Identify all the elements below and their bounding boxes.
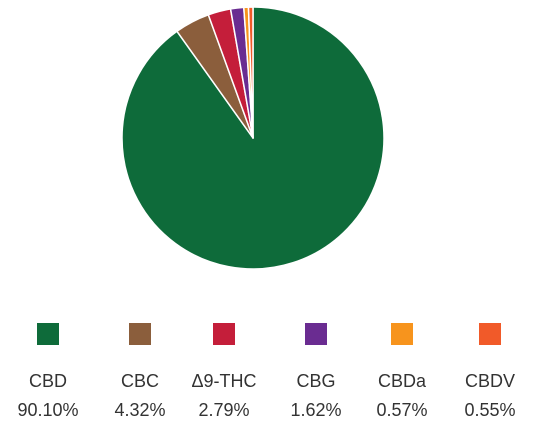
legend-label-d9thc: Δ9-THC: [191, 371, 257, 391]
legend-item-cbg: CBG 1.62%: [271, 318, 361, 421]
legend-swatch-cbd: [37, 323, 59, 345]
legend-item-d9thc: Δ9-THC 2.79%: [179, 318, 269, 421]
legend-value-d9thc: 2.79%: [198, 400, 250, 420]
legend-swatch-cbc: [129, 323, 151, 345]
legend-value-cbda: 0.57%: [376, 400, 428, 420]
legend-item-cbc: CBC 4.32%: [95, 318, 185, 421]
legend-label-cbdv: CBDV: [464, 371, 515, 391]
legend-label-cbda: CBDa: [377, 371, 426, 391]
legend-swatch-cbda: [391, 323, 413, 345]
legend-label-cbd: CBD: [28, 371, 67, 391]
pie-slice-cbdv: [247, 6, 254, 139]
pie-chart: [121, 6, 385, 270]
legend-value-cbg: 1.62%: [290, 400, 342, 420]
legend-label-cbg: CBG: [296, 371, 336, 391]
legend-swatch-cbg: [305, 323, 327, 345]
legend-item-cbd: CBD 90.10%: [3, 318, 93, 421]
legend: CBD 90.10% CBC 4.32% Δ9-THC 2.79% CBG 1.…: [0, 318, 533, 427]
legend-value-cbdv: 0.55%: [464, 400, 516, 420]
legend-item-cbda: CBDa 0.57%: [357, 318, 447, 421]
legend-value-cbc: 4.32%: [114, 400, 166, 420]
legend-swatch-d9thc: [213, 323, 235, 345]
legend-item-cbdv: CBDV 0.55%: [445, 318, 533, 421]
legend-swatch-cbdv: [479, 323, 501, 345]
legend-value-cbd: 90.10%: [17, 400, 79, 420]
legend-label-cbc: CBC: [120, 371, 159, 391]
